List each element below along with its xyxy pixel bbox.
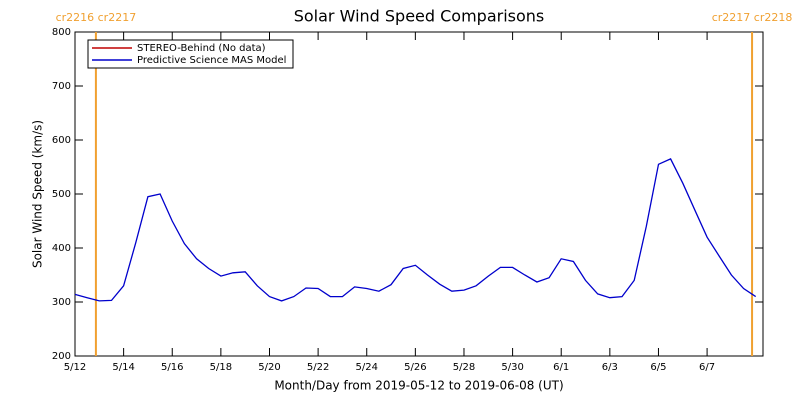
legend-label: STEREO-Behind (No data) [137, 43, 266, 54]
x-tick-label: 5/12 [64, 362, 86, 373]
rotation-label: cr2216 cr2217 [56, 11, 137, 24]
x-tick-label: 5/30 [501, 362, 523, 373]
chart-title: Solar Wind Speed Comparisons [294, 7, 545, 26]
x-tick-label: 5/22 [307, 362, 329, 373]
y-axis-label: Solar Wind Speed (km/s) [31, 120, 45, 268]
x-axis-label: Month/Day from 2019-05-12 to 2019-06-08 … [274, 379, 563, 393]
x-tick-label: 5/28 [453, 362, 475, 373]
x-tick-label: 5/20 [258, 362, 280, 373]
x-tick-label: 6/5 [650, 362, 666, 373]
legend-box [87, 39, 294, 69]
x-tick-label: 6/7 [699, 362, 715, 373]
y-tick-label: 600 [52, 135, 71, 146]
y-tick-label: 200 [52, 351, 71, 362]
y-tick-label: 400 [52, 243, 71, 254]
legend-label: Predictive Science MAS Model [137, 55, 286, 66]
x-tick-label: 5/18 [210, 362, 232, 373]
x-tick-label: 5/14 [112, 362, 134, 373]
plot-frame [74, 31, 764, 357]
y-tick-label: 300 [52, 297, 71, 308]
series-line [74, 158, 757, 302]
y-tick-label: 700 [52, 81, 71, 92]
x-tick-label: 5/24 [355, 362, 377, 373]
y-tick-label: 800 [52, 27, 71, 38]
x-tick-label: 6/3 [602, 362, 618, 373]
x-tick-label: 5/16 [161, 362, 183, 373]
x-tick-label: 5/26 [404, 362, 426, 373]
x-tick-label: 6/1 [553, 362, 569, 373]
rotation-label: cr2217 cr2218 [712, 11, 793, 24]
y-tick-label: 500 [52, 189, 71, 200]
